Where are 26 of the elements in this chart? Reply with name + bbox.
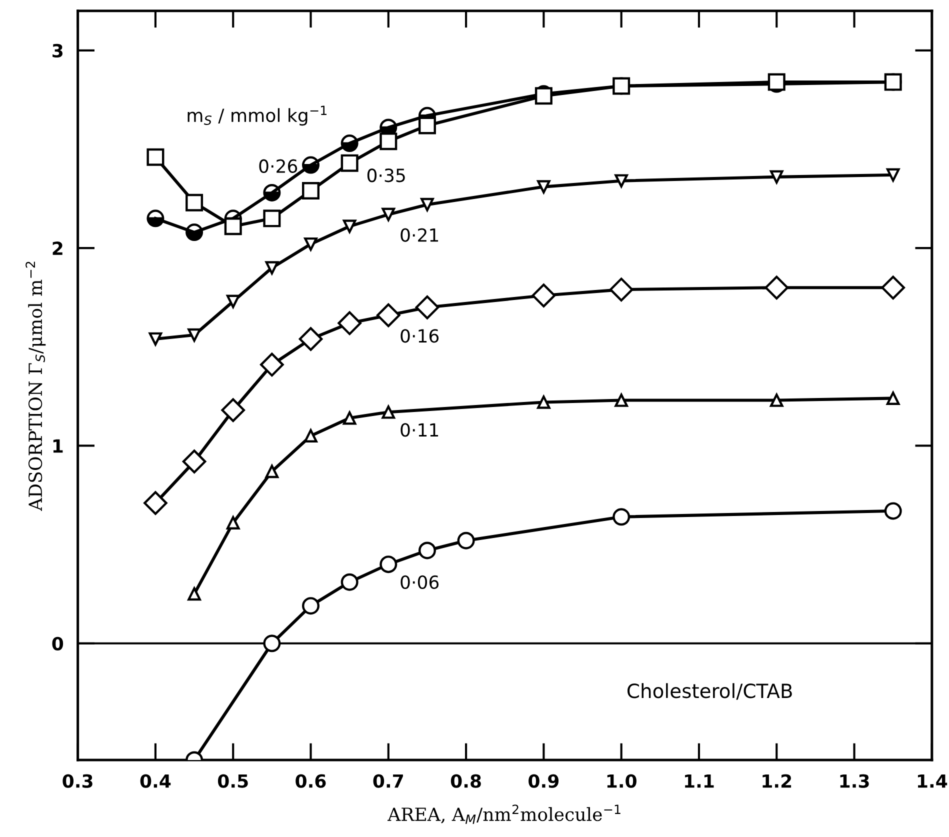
annotation: m$_{S}$ / mmol kg$^{−1}$ — [188, 106, 327, 126]
x-tick-label: 1.4 — [918, 774, 948, 788]
x-tick-label: 0.9 — [528, 774, 559, 788]
series-label: 0·35 — [367, 168, 405, 182]
x-tick-label: 0.6 — [296, 774, 326, 788]
series-label: 0·16 — [400, 329, 439, 343]
x-tick-label: 0.4 — [140, 774, 171, 788]
series-label: 0·06 — [400, 575, 439, 589]
y-axis-title: ADSORPTION Γ$_{S}$/μmol m$^{−2}$ — [26, 262, 46, 512]
y-tick-label: 3 — [52, 44, 62, 58]
x-axis-title: AREA, A$_{M}$/nm$^{2}$molecule$^{−1}$ — [387, 804, 620, 824]
x-tick-label: 1.2 — [762, 774, 792, 788]
x-tick-label: 0.8 — [450, 774, 481, 788]
series-label: 0·11 — [400, 423, 438, 437]
x-tick-label: 0.5 — [218, 774, 248, 788]
x-tick-label: 1.3 — [840, 774, 869, 788]
x-tick-label: 0.3 — [62, 774, 92, 788]
y-tick-label: 1 — [53, 439, 63, 453]
series-label: 0·21 — [400, 228, 438, 242]
annotation: Cholesterol/CTAB — [628, 683, 792, 700]
series-label: 0·26 — [259, 159, 298, 173]
x-tick-label: 1.0 — [607, 774, 636, 788]
y-tick-label: 0 — [52, 636, 64, 650]
x-tick-label: 0.7 — [373, 774, 403, 788]
x-tick-label: 1.1 — [685, 774, 714, 788]
y-tick-label: 2 — [52, 242, 62, 255]
